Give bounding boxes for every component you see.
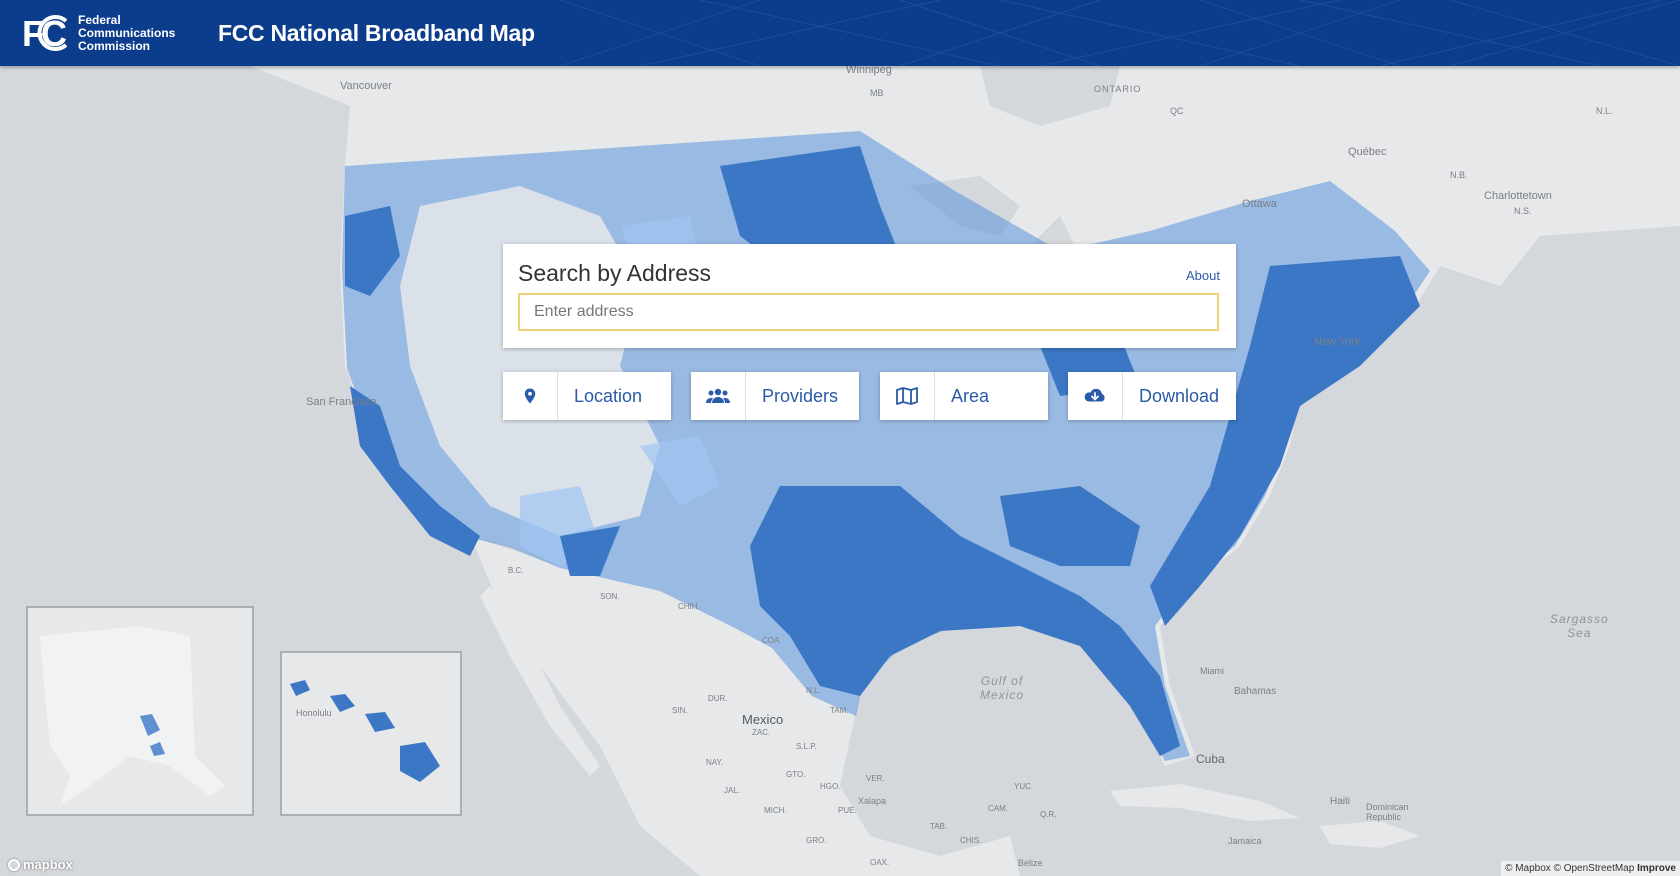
label-sin: SIN. [672,706,688,715]
providers-button-label: Providers [762,385,839,406]
mapbox-logo[interactable]: mapbox [8,857,73,872]
label-son: SON. [600,592,620,601]
label-bc: B.C. [508,566,524,575]
agency-line-3: Commission [78,38,151,53]
broadband-map[interactable]: Vancouver Winnipeg ONTARIO Québec Ottawa… [0,64,1680,876]
label-miami: Miami [1200,666,1224,676]
label-charlottetown: Charlottetown [1484,190,1552,202]
hawaii-inset[interactable] [280,651,462,816]
map-canvas[interactable] [0,66,1680,876]
download-button-label: Download [1139,385,1220,406]
attribution-text[interactable]: © Mapbox © OpenStreetMap [1505,863,1635,874]
map-action-buttons: Location Providers Area [503,372,1236,420]
area-button-icon-cell [880,372,935,420]
label-xalapa: Xalapa [858,796,887,806]
location-button-icon-cell [503,372,558,420]
label-belize: Belize [1018,858,1043,868]
location-button[interactable]: Location [503,372,671,420]
label-tam: TAM. [830,706,849,715]
label-gto: GTO. [786,770,806,779]
cloud-download-icon [1084,388,1105,402]
hawaii-islands [290,680,440,782]
label-coa: COA. [762,636,782,645]
improve-map-link[interactable]: Improve [1637,863,1676,874]
area-button-label: Area [951,385,990,406]
label-gro: GRO. [806,836,827,845]
label-chis: CHIS. [960,836,982,845]
label-camp: CAM. [988,804,1008,813]
label-san-francisco: San Francisco [306,396,377,408]
label-dur: DUR. [708,694,728,703]
agency-line-1: Federal [78,12,121,27]
label-cuba: Cuba [1196,752,1225,766]
cuba-land [1110,784,1300,821]
label-jal: JAL. [724,786,741,795]
label-bahamas: Bahamas [1234,686,1277,697]
label-pue: PUE. [838,806,857,815]
label-hgo: HGO. [820,782,841,791]
label-oax: OAX. [870,858,890,867]
mexico-land [470,536,1020,876]
label-zac: ZAC. [752,728,771,737]
fcc-logo[interactable]: FC Federal Communications Commission [22,13,175,53]
location-button-label: Location [574,385,643,406]
label-honolulu: Honolulu [296,708,332,718]
label-jamaica: Jamaica [1228,836,1262,846]
label-ontario: ONTARIO [1094,84,1142,94]
hudson-bay [980,66,1120,126]
canada-land [250,66,1680,286]
map-pin-icon [524,388,536,404]
baja-land [480,586,600,776]
header-pattern [559,0,1680,66]
label-tab: TAB. [930,822,948,831]
providers-button[interactable]: Providers [691,372,859,420]
label-dominican-republic: Dominican Republic [1366,802,1409,822]
download-button-icon-cell [1068,372,1123,420]
site-title[interactable]: FCC National Broadband Map [218,20,535,46]
download-button[interactable]: Download [1068,372,1236,420]
label-sargasso-sea: Sargasso Sea [1550,612,1609,640]
label-nay: NAY. [706,758,724,767]
hispaniola-land [1320,821,1420,848]
providers-button-icon-cell [691,372,746,420]
mapbox-logo-icon [8,858,20,871]
label-qc: QC [1170,106,1184,116]
label-mb: MB [870,88,884,98]
label-yuc: YUC. [1014,782,1034,791]
users-icon [706,388,730,403]
map-icon [896,387,918,405]
alaska-land [40,626,225,806]
label-mexico: Mexico [742,712,784,727]
mapbox-logo-text: mapbox [23,857,73,872]
area-button[interactable]: Area [880,372,1048,420]
map-attribution: © Mapbox © OpenStreetMap Improve [1501,861,1680,876]
about-link[interactable]: About [1186,268,1220,283]
site-header: FC Federal Communications Commission FCC… [0,0,1680,66]
label-ver: VER. [866,774,885,783]
label-quebec: Québec [1348,146,1387,158]
label-haiti: Haiti [1330,796,1351,807]
label-nb: N.B. [1450,170,1468,180]
label-gulf-of-mexico: Gulf of Mexico [980,674,1025,702]
label-ns: N.S. [1514,206,1532,216]
label-nl: N.L. [1596,106,1613,116]
label-chih: CHIH. [678,602,700,611]
fcc-logo-icon: FC [22,13,68,53]
search-title: Search by Address [518,260,712,286]
label-mich: MICH. [764,806,787,815]
address-input[interactable] [518,293,1219,331]
label-winnipeg: Winnipeg [846,64,892,76]
label-new-york: New York [1314,336,1361,348]
agency-name: Federal Communications Commission [78,12,176,53]
label-nl-mx: N.L. [806,686,821,695]
agency-line-2: Communications [78,25,176,40]
label-vancouver: Vancouver [340,80,392,92]
address-search-panel: Search by Address About [503,244,1236,348]
label-qroo: Q.R. [1040,810,1057,819]
label-slp: S.L.P. [796,742,817,751]
label-ottawa: Ottawa [1242,198,1277,210]
